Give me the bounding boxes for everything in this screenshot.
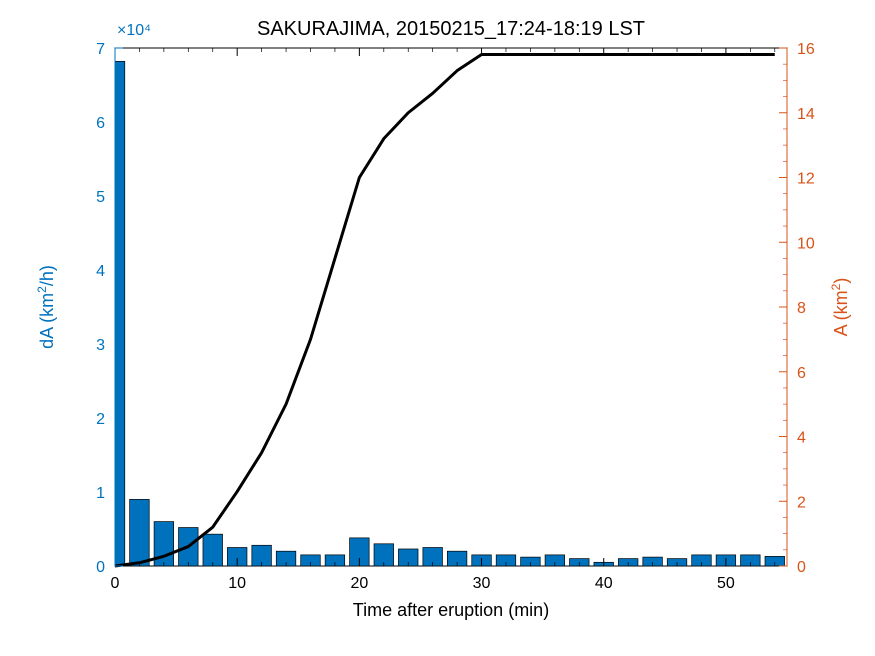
yleft-axis-label: dA (km2/h) (35, 265, 57, 349)
yright-tick-label: 4 (797, 430, 806, 447)
yright-tick-label: 6 (797, 365, 806, 382)
chart-svg: 01020304050012345670246810121416SAKURAJI… (0, 0, 875, 656)
yleft-tick-label: 4 (96, 263, 105, 280)
yright-tick-label: 10 (797, 235, 815, 252)
yright-tick-label: 0 (797, 559, 806, 576)
x-tick-label: 30 (473, 575, 491, 592)
yleft-tick-label: 6 (96, 115, 105, 132)
x-tick-label: 20 (350, 575, 368, 592)
bar (130, 499, 150, 566)
chart-title: SAKURAJIMA, 20150215_17:24-18:19 LST (257, 18, 645, 40)
x-tick-label: 10 (228, 575, 246, 592)
yright-tick-label: 16 (797, 41, 815, 58)
yleft-tick-label: 2 (96, 411, 105, 428)
yright-tick-label: 2 (797, 494, 806, 511)
yright-tick-label: 14 (797, 106, 815, 123)
yleft-tick-label: 3 (96, 337, 105, 354)
x-tick-label: 50 (717, 575, 735, 592)
x-tick-label: 0 (111, 575, 120, 592)
yleft-tick-label: 5 (96, 189, 105, 206)
yleft-tick-label: 0 (96, 559, 105, 576)
svg-text:dA (km2/h): dA (km2/h) (35, 265, 57, 349)
yleft-tick-label: 7 (96, 41, 105, 58)
yleft-exponent: ×10⁴ (117, 22, 151, 39)
bar (203, 534, 223, 566)
chart-container: 01020304050012345670246810121416SAKURAJI… (0, 0, 875, 656)
yleft-tick-label: 1 (96, 485, 105, 502)
x-tick-label: 40 (595, 575, 613, 592)
yright-tick-label: 12 (797, 171, 815, 188)
yright-tick-label: 8 (797, 300, 806, 317)
x-axis-label: Time after eruption (min) (353, 600, 549, 620)
